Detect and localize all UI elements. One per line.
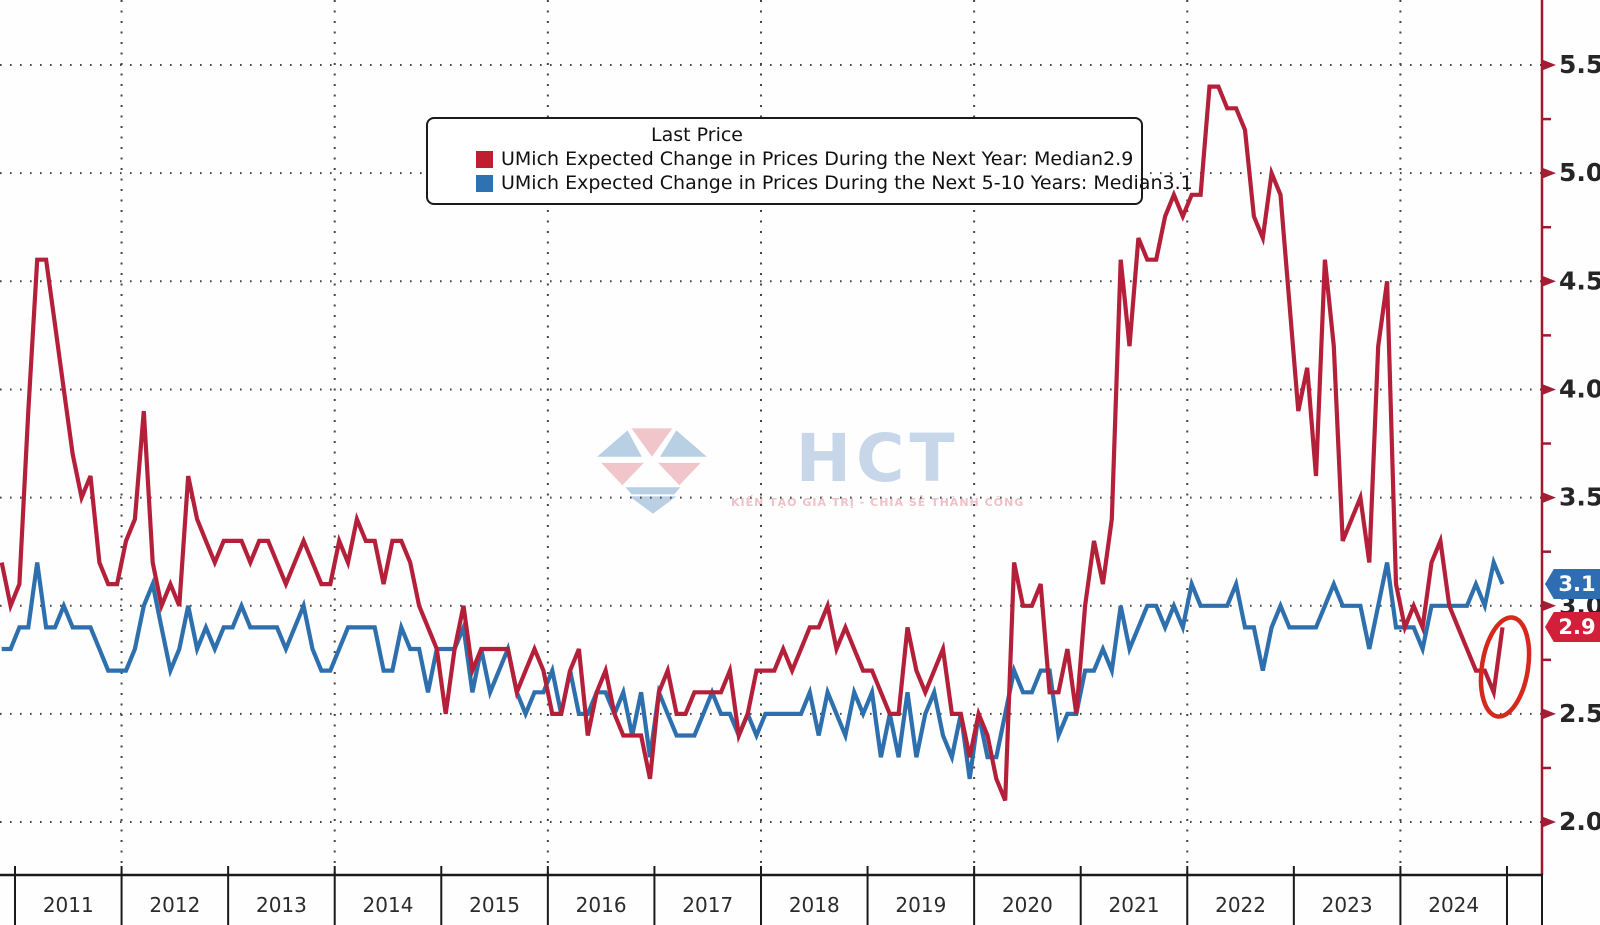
red-series-swatch-icon (476, 150, 493, 168)
y-axis-tick-label: 2.0 (1559, 807, 1600, 836)
axis-tick-arrow-icon (1542, 600, 1556, 612)
y-axis-tick-label: 5.0 (1559, 158, 1600, 187)
legend-row-next-5-10-years: UMich Expected Change in Prices During t… (428, 171, 1193, 195)
axis-tick-arrow-icon (1542, 383, 1556, 395)
x-axis-year-label: 2023 (1322, 893, 1373, 917)
series-line-next-year (0, 84, 1505, 802)
watermark-diamond-logo (597, 428, 707, 514)
x-axis-year-label: 2014 (363, 893, 414, 917)
x-axis-year-label: 2024 (1428, 893, 1479, 917)
watermark-tagline: KIẾN TẠO GIÁ TRỊ - CHIA SẺ THÀNH CÔNG (731, 496, 1025, 509)
x-axis-year-label: 2013 (256, 893, 307, 917)
x-axis-year-label: 2020 (1002, 893, 1053, 917)
x-axis-year-label: 2021 (1109, 893, 1160, 917)
annotation-ellipse (1478, 615, 1532, 719)
x-axis-year-label: 2018 (789, 893, 840, 917)
axis-tick-arrow-icon (1542, 59, 1556, 71)
x-axis-year-label: 2017 (682, 893, 733, 917)
axis-tick-arrow-icon (1542, 167, 1556, 179)
x-axis-year-label: 2016 (576, 893, 627, 917)
y-axis-tick-label: 4.0 (1559, 374, 1600, 403)
x-axis-year-label: 2011 (43, 893, 94, 917)
last-price-badge-blue: 3.1 (1545, 569, 1600, 599)
blue-series-swatch-icon (476, 174, 493, 192)
legend-label: UMich Expected Change in Prices During t… (501, 172, 1163, 194)
axis-tick-arrow-icon (1542, 708, 1556, 720)
legend-title: Last Price (651, 124, 743, 146)
axis-tick-arrow-icon (1542, 816, 1556, 828)
legend-row-next-year: UMich Expected Change in Prices During t… (428, 147, 1141, 171)
x-axis-year-label: 2015 (469, 893, 520, 917)
watermark-brand-text: HCT (795, 420, 960, 497)
y-axis-tick-label: 2.5 (1559, 699, 1600, 728)
watermark: HCT KIẾN TẠO GIÁ TRỊ - CHIA SẺ THÀNH CÔN… (595, 426, 1024, 514)
legend-label: UMich Expected Change in Prices During t… (501, 148, 1104, 170)
y-axis-tick-label: 4.5 (1559, 266, 1600, 295)
y-axis-tick-label: 5.5 (1559, 50, 1600, 79)
axis-tick-arrow-icon (1542, 492, 1556, 504)
x-axis-year-label: 2012 (149, 893, 200, 917)
axis-tick-arrow-icon (1542, 275, 1556, 287)
series-line-5-10-years (1, 555, 1505, 780)
legend-last-price: 3.1 (1162, 172, 1193, 194)
legend-last-price: 2.9 (1103, 148, 1134, 170)
y-axis-tick-label: 3.5 (1559, 483, 1600, 512)
x-axis-year-label: 2019 (895, 893, 946, 917)
last-price-badge-red: 2.9 (1545, 612, 1600, 642)
legend-box: Last Price UMich Expected Change in Pric… (426, 117, 1193, 205)
x-axis-year-label: 2022 (1215, 893, 1266, 917)
